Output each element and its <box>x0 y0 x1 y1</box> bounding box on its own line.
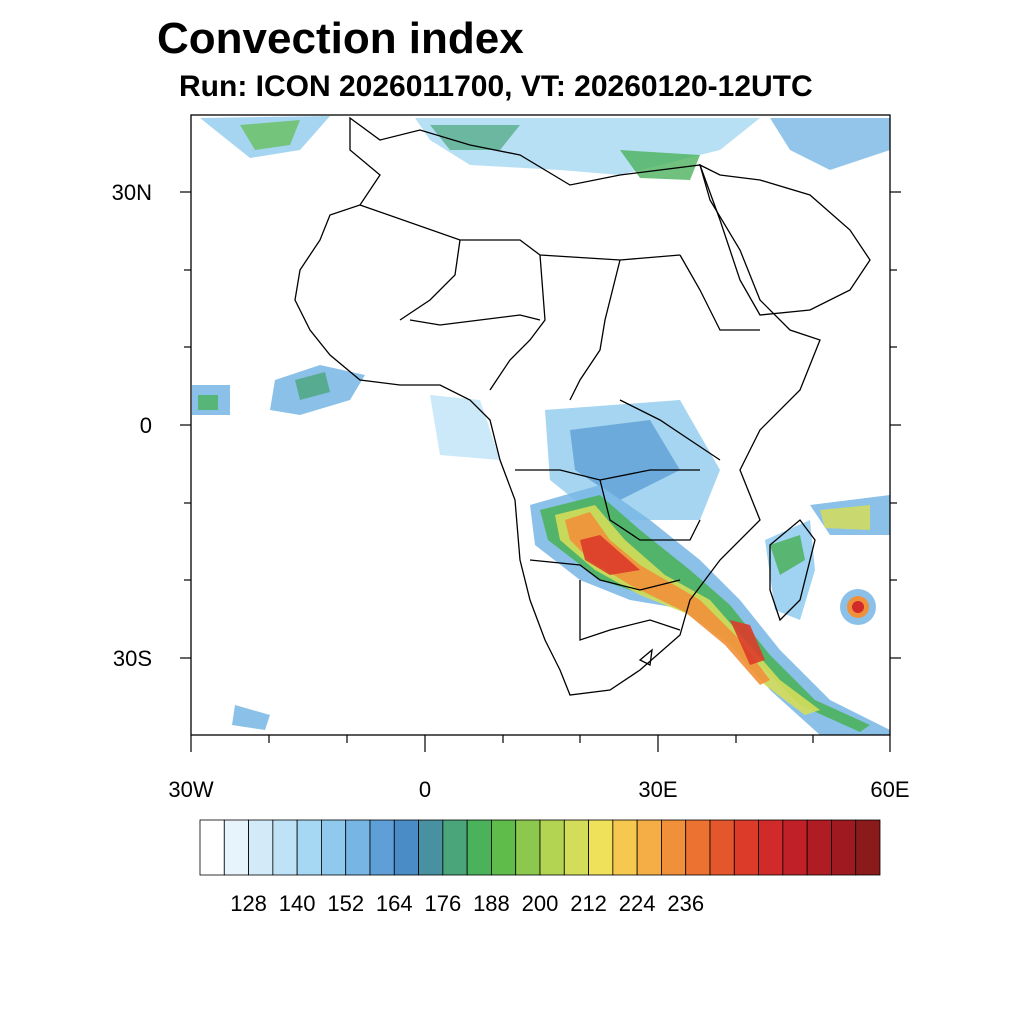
colorbar-tick-label: 152 <box>327 891 364 916</box>
colorbar-box <box>199 819 225 876</box>
colorbar-box <box>563 819 589 876</box>
colorbar-box <box>418 819 444 876</box>
y-ticks <box>180 191 901 659</box>
colorbar-box <box>491 819 517 876</box>
colorbar <box>199 819 881 876</box>
colorbar-tick-label: 140 <box>279 891 316 916</box>
colorbar-box <box>223 819 249 876</box>
y-tick-label: 0 <box>140 413 152 438</box>
y-tick-label: 30N <box>112 180 152 205</box>
colorbar-box <box>709 819 735 876</box>
colorbar-box <box>758 819 784 876</box>
x-tick-label: 60E <box>870 777 909 802</box>
colorbar-box <box>588 819 614 876</box>
colorbar-tick-label: 164 <box>376 891 413 916</box>
colorbar-tick-label: 176 <box>424 891 461 916</box>
colorbar-tick-label: 224 <box>619 891 656 916</box>
colorbar-tick-label: 212 <box>570 891 607 916</box>
colorbar-box <box>782 819 808 876</box>
y-tick-label: 30S <box>113 646 152 671</box>
colorbar-box <box>272 819 298 876</box>
colorbar-box <box>369 819 395 876</box>
colorbar-box <box>248 819 274 876</box>
colorbar-tick-label: 128 <box>230 891 267 916</box>
plot-frame <box>190 114 891 736</box>
colorbar-box <box>661 819 687 876</box>
x-ticks <box>190 735 891 752</box>
x-tick-label: 0 <box>419 777 431 802</box>
colorbar-box <box>296 819 322 876</box>
x-tick-label: 30E <box>638 777 677 802</box>
chart-title: Convection index <box>157 14 524 63</box>
colorbar-labels: 128 140 152 164 176 188 200 212 224 236 <box>230 891 704 916</box>
chart-subtitle: Run: ICON 2026011700, VT: 20260120-12UTC <box>179 70 813 103</box>
colorbar-box <box>612 819 638 876</box>
colorbar-box <box>831 819 857 876</box>
colorbar-box <box>466 819 492 876</box>
colorbar-box <box>539 819 565 876</box>
colorbar-tick-label: 236 <box>667 891 704 916</box>
colorbar-box <box>345 819 371 876</box>
colorbar-box <box>685 819 711 876</box>
colorbar-box <box>636 819 662 876</box>
convection-field <box>192 116 890 735</box>
colorbar-box <box>442 819 468 876</box>
colorbar-box <box>733 819 759 876</box>
colorbar-box <box>855 819 881 876</box>
colorbar-box <box>806 819 832 876</box>
colorbar-tick-label: 188 <box>473 891 510 916</box>
colorbar-box <box>515 819 541 876</box>
coastlines-borders <box>294 116 871 696</box>
colorbar-box <box>321 819 347 876</box>
x-tick-label: 30W <box>168 777 213 802</box>
colorbar-box <box>393 819 419 876</box>
colorbar-tick-label: 200 <box>522 891 559 916</box>
